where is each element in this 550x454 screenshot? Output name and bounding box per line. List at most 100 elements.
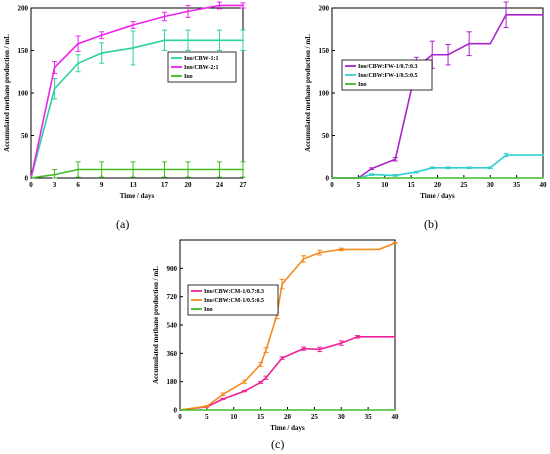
data-point bbox=[394, 158, 397, 161]
data-point bbox=[370, 173, 373, 176]
x-tick-label: 9 bbox=[100, 181, 104, 189]
x-tick-label: 5 bbox=[205, 413, 209, 421]
panel-label-a: (a) bbox=[116, 217, 130, 231]
data-point bbox=[318, 251, 321, 254]
y-tick-label: 100 bbox=[319, 90, 330, 98]
legend-box bbox=[341, 59, 433, 91]
series-line bbox=[332, 14, 543, 179]
legend-label: Ino bbox=[184, 74, 193, 80]
x-tick-label: 20 bbox=[284, 413, 292, 421]
x-tick-label: 27 bbox=[240, 181, 248, 189]
x-tick-label: 15 bbox=[257, 413, 265, 421]
data-point bbox=[505, 154, 507, 156]
data-point bbox=[505, 13, 507, 16]
data-point bbox=[218, 39, 221, 42]
data-point bbox=[187, 39, 189, 42]
data-point bbox=[242, 39, 244, 42]
data-point bbox=[77, 168, 80, 171]
data-point bbox=[205, 405, 208, 408]
data-point bbox=[222, 398, 224, 400]
legend-label: Ino/CBW:CM-1/0.5:0.5 bbox=[204, 298, 264, 304]
data-point bbox=[394, 242, 396, 245]
data-point bbox=[53, 66, 56, 69]
y-tick-label: 180 bbox=[167, 378, 178, 386]
data-point bbox=[302, 347, 305, 350]
x-axis-title: Time / days bbox=[420, 192, 455, 200]
y-tick-label: 50 bbox=[322, 132, 330, 140]
y-tick-label: 50 bbox=[21, 132, 29, 140]
y-tick-label: 540 bbox=[167, 322, 178, 330]
data-point bbox=[356, 248, 359, 251]
x-axis-title: Time / days bbox=[270, 424, 305, 432]
data-point bbox=[265, 349, 267, 352]
series-2 bbox=[30, 161, 246, 179]
data-point bbox=[356, 335, 359, 338]
x-tick-label: 0 bbox=[330, 181, 334, 189]
series-0 bbox=[30, 29, 246, 179]
data-point bbox=[370, 167, 373, 170]
y-tick-label: 200 bbox=[18, 5, 29, 13]
data-point bbox=[187, 10, 189, 13]
series-0 bbox=[179, 335, 396, 411]
data-point bbox=[243, 390, 246, 393]
data-point bbox=[100, 168, 103, 171]
chart-panel-0: 0 3 6 9 13 17 20 24 27 0 50 100 150 200 Time / days Acc… bbox=[3, 1, 248, 200]
data-point bbox=[242, 4, 244, 7]
y-tick-label: 150 bbox=[18, 47, 29, 55]
legend-label: Ino/CBW-1:1 bbox=[184, 56, 218, 62]
data-point bbox=[222, 393, 224, 396]
data-point bbox=[340, 342, 343, 345]
data-point bbox=[489, 42, 492, 45]
y-tick-label: 720 bbox=[167, 293, 178, 301]
y-tick-label: 900 bbox=[167, 265, 178, 273]
x-tick-label: 40 bbox=[540, 181, 548, 189]
series-line bbox=[179, 336, 395, 411]
panel-label-b: (b) bbox=[424, 217, 438, 231]
legend-label: Ino/CBW-2:1 bbox=[184, 65, 218, 71]
data-point bbox=[489, 166, 492, 169]
data-point bbox=[163, 168, 166, 171]
data-point bbox=[53, 173, 56, 176]
series-line bbox=[30, 4, 243, 179]
data-point bbox=[281, 357, 284, 359]
data-point bbox=[242, 168, 244, 171]
chart-panel-2: 0 5 10 15 20 25 30 35 40 0 180 360 540 720 900 Time / d… bbox=[152, 239, 399, 432]
data-point bbox=[259, 381, 262, 384]
data-point bbox=[132, 24, 134, 26]
data-point bbox=[302, 257, 305, 260]
x-tick-label: 30 bbox=[487, 181, 495, 189]
y-axis-title: Accumulated methane production / mL bbox=[304, 34, 312, 152]
data-point bbox=[394, 409, 396, 411]
data-point bbox=[218, 168, 221, 171]
legend-box bbox=[187, 284, 279, 316]
legend-label: Ino bbox=[204, 307, 213, 313]
data-point bbox=[100, 52, 103, 54]
y-tick-label: 150 bbox=[319, 47, 330, 55]
data-point bbox=[394, 335, 396, 338]
series-line bbox=[30, 168, 243, 179]
series-1 bbox=[179, 242, 398, 411]
legend-label: Ino/CBW:FW-1/0.5:0.5 bbox=[358, 73, 417, 79]
series-line bbox=[179, 242, 396, 411]
series-2 bbox=[331, 177, 544, 179]
plot-frame bbox=[179, 239, 396, 411]
data-point bbox=[447, 166, 449, 169]
x-tick-label: 0 bbox=[29, 181, 33, 189]
data-point bbox=[331, 177, 333, 179]
series-1 bbox=[331, 152, 544, 179]
data-point bbox=[259, 363, 262, 366]
data-point bbox=[243, 380, 246, 383]
data-point bbox=[218, 4, 221, 7]
x-tick-label: 13 bbox=[130, 181, 138, 189]
legend-label: Ino/CBW:FW-1/0.7:0.3 bbox=[358, 64, 417, 70]
x-tick-label: 10 bbox=[381, 181, 389, 189]
x-tick-label: 5 bbox=[357, 181, 361, 189]
data-point bbox=[318, 348, 321, 351]
x-tick-label: 20 bbox=[434, 181, 442, 189]
x-tick-label: 3 bbox=[53, 181, 57, 189]
data-point bbox=[431, 53, 434, 56]
plot-frame bbox=[30, 7, 244, 179]
x-tick-label: 17 bbox=[161, 181, 169, 189]
data-point bbox=[542, 13, 544, 16]
